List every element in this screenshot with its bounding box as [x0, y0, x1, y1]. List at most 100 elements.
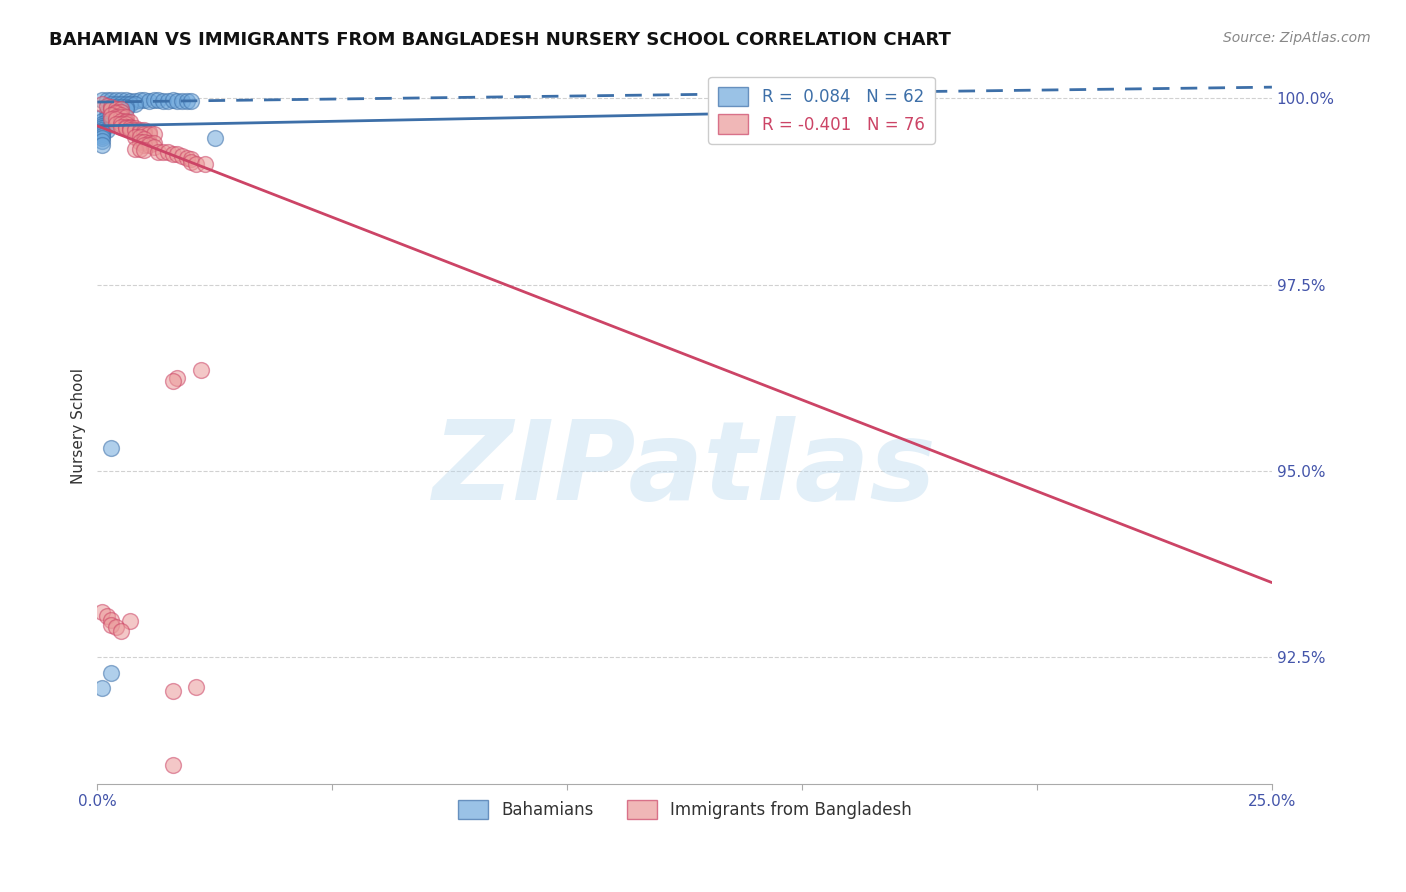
Point	[184, 680, 207, 694]
Point	[91, 606, 114, 620]
Point	[110, 103, 132, 117]
Point	[105, 104, 128, 119]
Point	[105, 103, 128, 117]
Point	[142, 140, 165, 154]
Point	[114, 103, 136, 117]
Point	[162, 758, 184, 772]
Point	[91, 121, 114, 136]
Point	[162, 93, 184, 107]
Point	[152, 145, 174, 159]
Point	[138, 125, 160, 139]
Point	[96, 609, 118, 624]
Point	[120, 121, 142, 136]
Point	[114, 121, 136, 136]
Point	[120, 120, 142, 134]
Point	[110, 120, 132, 134]
Point	[128, 122, 150, 136]
Point	[91, 134, 114, 148]
Point	[96, 104, 118, 119]
Point	[124, 94, 146, 108]
Text: BAHAMIAN VS IMMIGRANTS FROM BANGLADESH NURSERY SCHOOL CORRELATION CHART: BAHAMIAN VS IMMIGRANTS FROM BANGLADESH N…	[49, 31, 950, 49]
Point	[124, 122, 146, 136]
Point	[110, 117, 132, 131]
Point	[114, 117, 136, 131]
Point	[134, 93, 156, 107]
Point	[180, 154, 202, 169]
Point	[184, 157, 207, 171]
Point	[152, 94, 174, 108]
Point	[105, 112, 128, 127]
Point	[128, 130, 150, 145]
Point	[134, 132, 156, 146]
Point	[91, 119, 114, 133]
Point	[156, 145, 179, 159]
Point	[142, 136, 165, 150]
Point	[124, 130, 146, 145]
Point	[105, 97, 128, 112]
Point	[91, 681, 114, 696]
Point	[105, 112, 128, 127]
Point	[124, 96, 146, 111]
Point	[166, 94, 188, 108]
Point	[190, 363, 212, 377]
Point	[100, 93, 122, 107]
Point	[100, 618, 122, 632]
Point	[204, 130, 226, 145]
Point	[105, 117, 128, 131]
Point	[120, 94, 142, 108]
Point	[110, 100, 132, 114]
Point	[96, 122, 118, 136]
Point	[100, 613, 122, 627]
Point	[124, 142, 146, 156]
Point	[100, 666, 122, 681]
Point	[128, 135, 150, 149]
Point	[96, 119, 118, 133]
Point	[128, 125, 150, 139]
Point	[138, 136, 160, 150]
Point	[96, 93, 118, 107]
Point	[142, 93, 165, 107]
Point	[138, 138, 160, 153]
Point	[134, 138, 156, 153]
Y-axis label: Nursery School: Nursery School	[72, 368, 86, 484]
Point	[105, 110, 128, 124]
Point	[105, 93, 128, 107]
Point	[110, 104, 132, 119]
Point	[148, 145, 170, 159]
Point	[114, 100, 136, 114]
Point	[100, 110, 122, 124]
Point	[91, 137, 114, 152]
Legend: Bahamians, Immigrants from Bangladesh: Bahamians, Immigrants from Bangladesh	[451, 793, 918, 825]
Point	[105, 620, 128, 634]
Point	[96, 99, 118, 113]
Point	[96, 110, 118, 124]
Point	[120, 115, 142, 129]
Point	[91, 97, 114, 112]
Point	[156, 94, 179, 108]
Point	[114, 93, 136, 107]
Point	[91, 113, 114, 128]
Point	[114, 113, 136, 128]
Point	[128, 93, 150, 107]
Point	[105, 103, 128, 117]
Point	[110, 110, 132, 124]
Point	[91, 127, 114, 141]
Point	[91, 128, 114, 143]
Point	[100, 112, 122, 127]
Point	[110, 624, 132, 638]
Point	[91, 117, 114, 131]
Point	[100, 103, 122, 117]
Point	[110, 108, 132, 122]
Point	[100, 97, 122, 112]
Point	[134, 135, 156, 149]
Point	[142, 127, 165, 141]
Point	[134, 122, 156, 136]
Point	[162, 147, 184, 161]
Text: ZIPatlas: ZIPatlas	[433, 416, 936, 523]
Point	[180, 94, 202, 108]
Point	[105, 106, 128, 120]
Point	[194, 157, 217, 171]
Point	[110, 103, 132, 117]
Point	[105, 104, 128, 119]
Point	[114, 120, 136, 134]
